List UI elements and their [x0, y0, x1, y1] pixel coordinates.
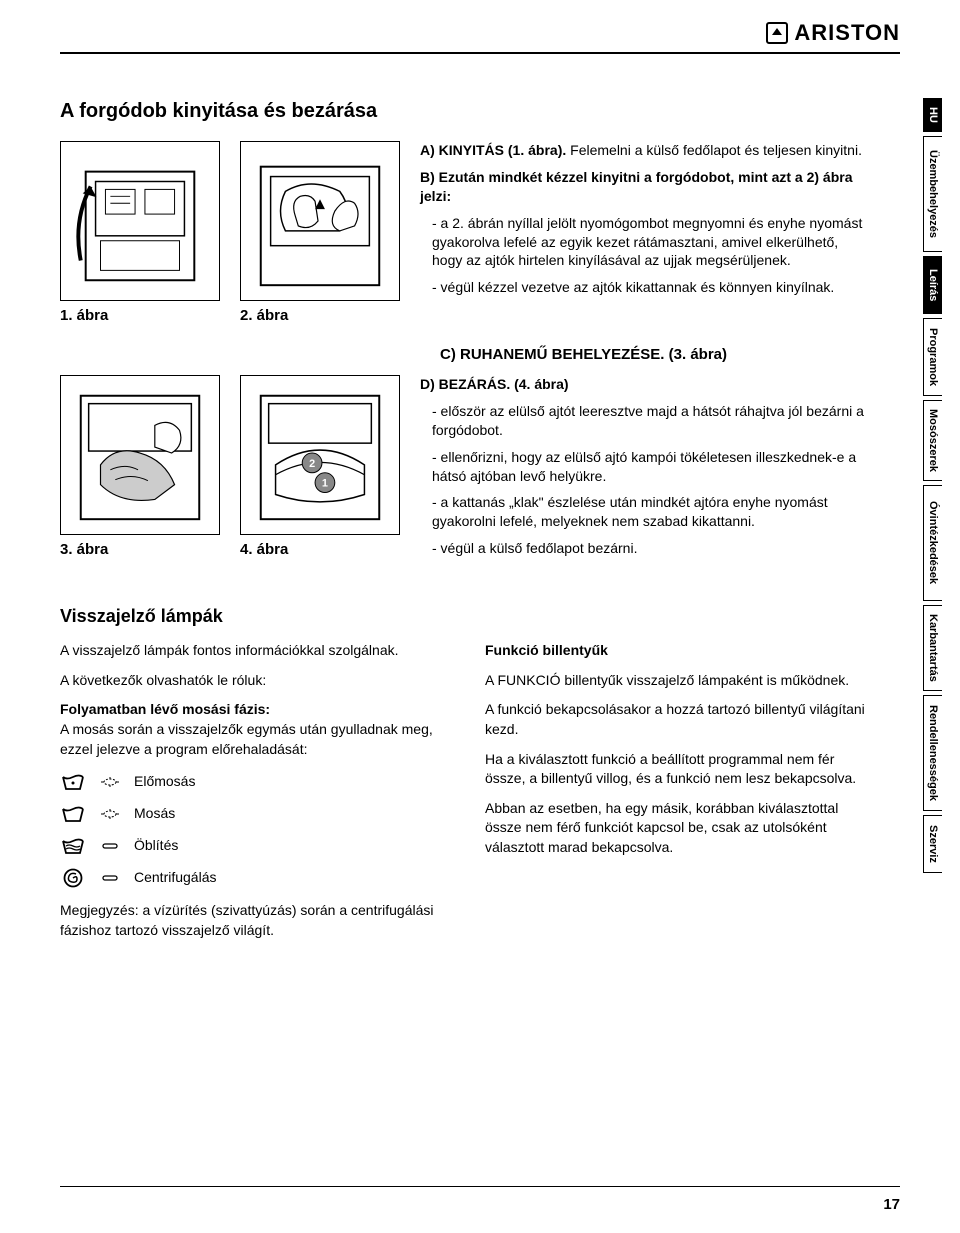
phase-wash: Mosás [60, 803, 445, 825]
phase-list: Előmosás Mosás [60, 771, 445, 889]
tab-detergents[interactable]: Mosószerek [923, 400, 942, 481]
footer-rule [60, 1186, 900, 1187]
phase-prewash: Előmosás [60, 771, 445, 793]
figure-3-image [60, 375, 220, 535]
right-heading: Funkció billentyűk [485, 641, 870, 661]
figs-34: 3. ábra 2 1 [60, 375, 400, 558]
svg-text:2: 2 [309, 458, 315, 470]
right-p4: Abban az esetben, ha egy másik, korábban… [485, 799, 870, 858]
figure-3-caption: 3. ábra [60, 541, 220, 558]
left-p3-lead: Folyamatban lévő mosási fázis: [60, 701, 270, 717]
tab-description[interactable]: Leírás [923, 256, 942, 314]
left-p3-rest: A mosás során a visszajelzők egymás után… [60, 721, 433, 757]
tub-wave-icon [60, 835, 86, 857]
step-d-b2: - ellenőrizni, hogy az elülső ajtó kampó… [420, 448, 870, 486]
brand-name: ARISTON [794, 20, 900, 46]
phase-prewash-label: Előmosás [134, 772, 195, 792]
two-column-body: A visszajelző lámpák fontos információkk… [60, 641, 870, 950]
instructions-ab: A) KINYITÁS (1. ábra). Felemelni a külső… [420, 141, 870, 305]
tub-icon [60, 803, 86, 825]
figure-4-caption: 4. ábra [240, 541, 400, 558]
header-rule [60, 52, 900, 54]
left-p1: A visszajelző lámpák fontos információkk… [60, 641, 445, 661]
content-area: A forgódob kinyitása és bezárása [60, 100, 900, 950]
phase-wash-label: Mosás [134, 804, 175, 824]
figs-12: 1. ábra 2. ábra [60, 141, 400, 324]
tub-dot-icon [60, 771, 86, 793]
left-note: Megjegyzés: a vízürítés (szivattyúzás) s… [60, 901, 445, 940]
tab-service[interactable]: Szerviz [923, 815, 942, 873]
led-dashed-icon [100, 777, 120, 787]
left-p2: A következők olvashatók le róluk: [60, 671, 445, 691]
figure-3: 3. ábra [60, 375, 220, 558]
tab-troubleshoot[interactable]: Rendellenességek [923, 695, 942, 811]
step-b-lead: B) Ezután mindkét kézzel kinyitni a forg… [420, 168, 870, 206]
phase-spin-label: Centrifugálás [134, 868, 217, 888]
spiral-icon [60, 867, 86, 889]
phase-rinse: Öblítés [60, 835, 445, 857]
step-d-b4: - végül a külső fedőlapot bezárni. [420, 539, 870, 558]
brand-logo: ARISTON [766, 20, 900, 46]
tab-lang: HU [923, 98, 942, 132]
figure-2-caption: 2. ábra [240, 307, 400, 324]
figure-4: 2 1 4. ábra [240, 375, 400, 558]
side-tabs: HU Üzembehelyezés Leírás Programok Mosós… [923, 98, 942, 873]
right-p3: Ha a kiválasztott funkció a beállított p… [485, 750, 870, 789]
step-a-lead: A) KINYITÁS (1. ábra). [420, 142, 566, 158]
figure-4-image: 2 1 [240, 375, 400, 535]
step-c-heading: C) RUHANEMŰ BEHELYEZÉSE. (3. ábra) [60, 346, 870, 363]
instructions-d: D) BEZÁRÁS. (4. ábra) - először az elüls… [420, 375, 870, 566]
left-p3: Folyamatban lévő mosási fázis: A mosás s… [60, 700, 445, 759]
left-column: A visszajelző lámpák fontos információkk… [60, 641, 445, 950]
right-column: Funkció billentyűk A FUNKCIÓ billentyűk … [485, 641, 870, 950]
figure-1: 1. ábra [60, 141, 220, 324]
row-1: 1. ábra 2. ábra [60, 141, 870, 324]
step-b-bullet2: - végül kézzel vezetve az ajtók kikattan… [420, 278, 870, 297]
step-a-rest: Felemelni a külső fedőlapot és teljesen … [566, 142, 862, 158]
section2-title: Visszajelző lámpák [60, 606, 870, 627]
row-2: 3. ábra 2 1 [60, 375, 870, 566]
page-number: 17 [883, 1196, 900, 1213]
figure-2-image [240, 141, 400, 301]
phase-spin: Centrifugálás [60, 867, 445, 889]
led-dashed-icon [100, 809, 120, 819]
right-p1: A FUNKCIÓ billentyűk visszajelző lámpaké… [485, 671, 870, 691]
figure-1-image [60, 141, 220, 301]
figure-2: 2. ábra [240, 141, 400, 324]
step-b-bullet1: - a 2. ábrán nyíllal jelölt nyomógombot … [420, 214, 870, 271]
section1-title: A forgódob kinyitása és bezárása [60, 100, 870, 123]
figure-1-caption: 1. ábra [60, 307, 220, 324]
tab-maintenance[interactable]: Karbantartás [923, 605, 942, 691]
step-d-b3: - a kattanás „klak" észlelése után mindk… [420, 493, 870, 531]
right-p2: A funkció bekapcsolásakor a hozzá tartoz… [485, 700, 870, 739]
tab-precautions[interactable]: Óvintézkedések [923, 485, 942, 601]
tab-install[interactable]: Üzembehelyezés [923, 136, 942, 252]
svg-text:1: 1 [322, 478, 328, 490]
page: ARISTON HU Üzembehelyezés Leírás Program… [0, 0, 960, 1233]
led-pill-icon [100, 841, 120, 851]
house-icon [766, 22, 788, 44]
tab-programs[interactable]: Programok [923, 318, 942, 396]
step-d-b1: - először az elülső ajtót leeresztve maj… [420, 402, 870, 440]
step-a: A) KINYITÁS (1. ábra). Felemelni a külső… [420, 141, 870, 160]
step-d-lead: D) BEZÁRÁS. (4. ábra) [420, 375, 870, 394]
phase-rinse-label: Öblítés [134, 836, 178, 856]
led-pill-icon [100, 873, 120, 883]
